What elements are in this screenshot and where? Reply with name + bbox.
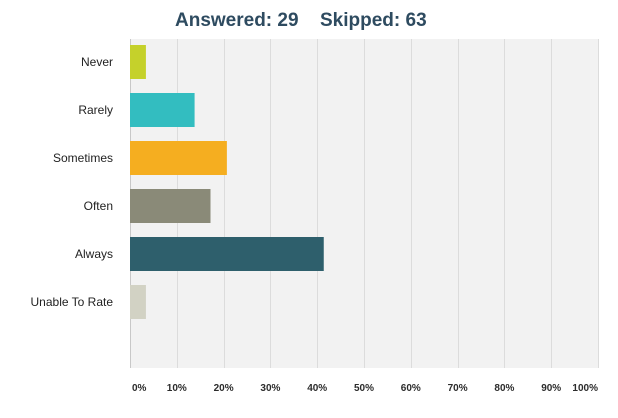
category-label: Sometimes — [53, 151, 113, 165]
category-label: Unable To Rate — [31, 295, 114, 309]
category-label: Often — [84, 199, 113, 213]
bar-unable-to-rate — [130, 285, 146, 319]
x-tick-label: 100% — [572, 383, 598, 394]
x-tick-label: 40% — [307, 383, 327, 394]
x-tick-label: 60% — [401, 383, 421, 394]
x-tick-label: 70% — [448, 383, 468, 394]
response-summary: Answered: 29 Skipped: 63 — [0, 10, 618, 38]
bar-never — [130, 45, 146, 79]
bar-rarely — [130, 93, 195, 127]
category-label: Rarely — [78, 103, 113, 117]
category-label: Never — [81, 55, 113, 69]
x-tick-label: 20% — [214, 383, 234, 394]
x-tick-label: 90% — [541, 383, 561, 394]
x-tick-label: 30% — [260, 383, 280, 394]
x-tick-label: 10% — [167, 383, 187, 394]
bar-sometimes — [130, 141, 227, 175]
bar-always — [130, 237, 324, 271]
x-tick-label: 50% — [354, 383, 374, 394]
x-tick-label: 0% — [132, 383, 147, 394]
skipped-count: Skipped: 63 — [320, 10, 427, 31]
x-tick-label: 80% — [494, 383, 514, 394]
answered-count: Answered: 29 — [175, 10, 299, 31]
category-label: Always — [75, 247, 113, 261]
bar-often — [130, 189, 211, 223]
